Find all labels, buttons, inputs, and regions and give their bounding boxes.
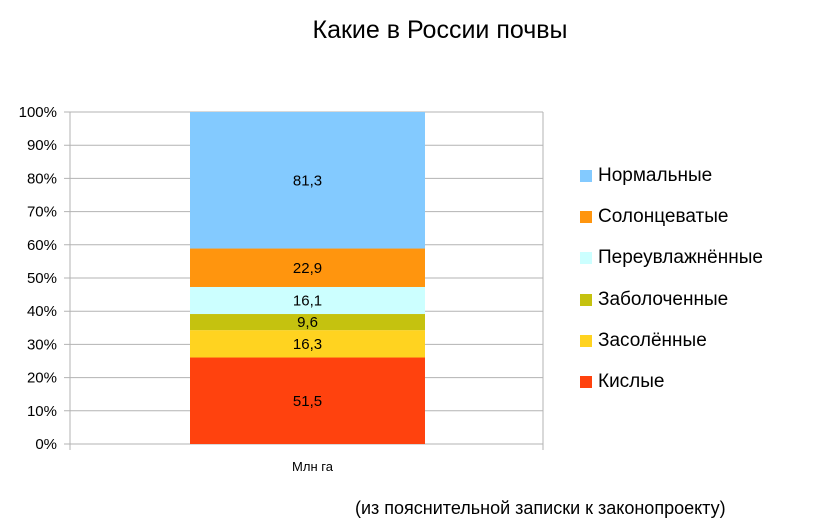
chart-title: Какие в России почвы <box>312 16 568 44</box>
data-label-3: 9,6 <box>297 314 318 331</box>
legend-item: Кислые <box>580 361 820 402</box>
legend-swatch <box>580 169 592 182</box>
legend-label: Нормальные <box>598 164 713 186</box>
bar-segment-2 <box>190 330 425 358</box>
legend-item: Нормальные <box>580 155 820 196</box>
y-tick-label: 20% <box>27 370 57 387</box>
y-tick-label: 40% <box>27 303 57 320</box>
bar-stack <box>190 112 425 444</box>
y-tick-label: 30% <box>27 336 57 353</box>
y-tick-label: 100% <box>19 104 57 121</box>
x-category-label: Млн га <box>292 459 334 474</box>
legend-item: Солонцеватые <box>580 196 820 237</box>
bar-segment-6 <box>190 112 425 249</box>
data-label-5: 22,9 <box>293 260 322 277</box>
legend-label: Засолённые <box>598 329 707 351</box>
legend-swatch <box>580 252 592 265</box>
y-tick-label: 10% <box>27 403 57 420</box>
y-tick-label: 90% <box>27 137 57 154</box>
legend-swatch <box>580 293 592 306</box>
data-label-4: 16,1 <box>293 293 322 310</box>
legend-swatch <box>580 334 592 347</box>
y-tick-label: 80% <box>27 170 57 187</box>
bar-segment-3 <box>190 314 425 331</box>
axes: 0% 10% 20% 30% 40% 50% 60% 70% 80% 90% 100% Млн га <box>19 104 544 474</box>
y-tick-label: 0% <box>35 436 57 453</box>
data-label-2: 16,3 <box>293 336 322 353</box>
y-tick-label: 60% <box>27 237 57 254</box>
bar-segment-4 <box>190 286 425 315</box>
y-tick-label: 70% <box>27 204 57 221</box>
legend-swatch <box>580 210 592 223</box>
legend-swatch <box>580 376 592 389</box>
legend-item: Засолённые <box>580 320 820 361</box>
bar-segment-5 <box>190 248 425 287</box>
legend-item: Переувлажнённые <box>580 238 820 279</box>
data-label-6: 81,3 <box>293 172 322 189</box>
legend-item: Заболоченные <box>580 279 820 320</box>
data-label-1: 51,5 <box>293 393 322 410</box>
legend: Нормальные Солонцеватые Переувлажнённые Заб… <box>580 155 820 403</box>
data-labels: 51,5 16,3 9,6 16,1 22,9 81,3 <box>293 172 322 409</box>
legend-label: Кислые <box>598 371 665 393</box>
source-note: (из пояснительной записки к законопроект… <box>355 498 726 518</box>
legend-label: Солонцеватые <box>598 205 729 227</box>
legend-label: Переувлажнённые <box>598 247 763 269</box>
bar-segment-1 <box>190 357 425 444</box>
y-tick-label: 50% <box>27 270 57 287</box>
legend-label: Заболоченные <box>598 288 729 310</box>
